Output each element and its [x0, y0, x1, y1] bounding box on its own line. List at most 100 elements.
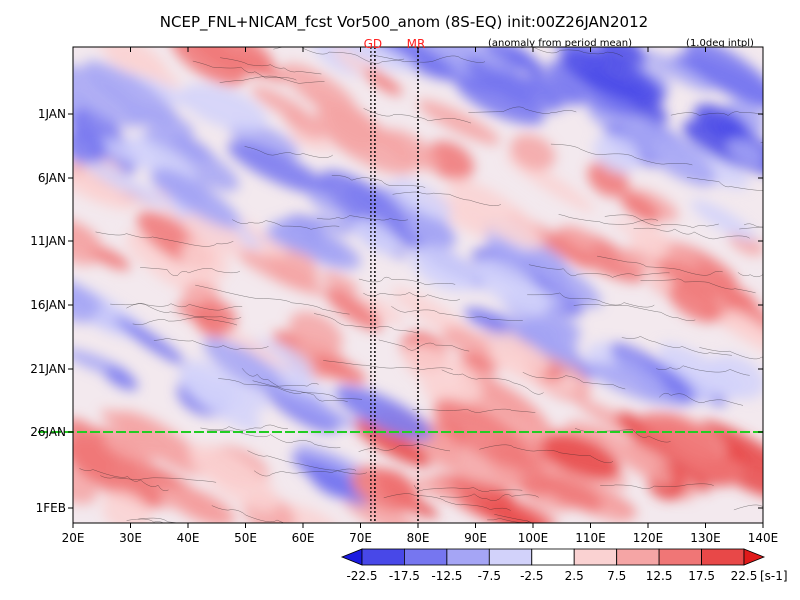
x-tick-label: 70E [349, 531, 372, 545]
colorbar-level-label: 12.5 [646, 569, 673, 583]
field-blob [653, 260, 757, 307]
field-blob [437, 445, 522, 490]
contour-line [558, 214, 659, 225]
colorbar-swatch [446, 548, 490, 566]
field-blob [170, 47, 246, 86]
contour-line [331, 175, 426, 188]
contour-line [126, 518, 165, 523]
field-blob [73, 290, 96, 324]
field-blob [335, 47, 416, 72]
contour-line [252, 380, 348, 402]
contour-line [527, 292, 655, 308]
y-tick-label: 1FEB [36, 501, 66, 515]
contour-line [737, 272, 763, 278]
contour-line [200, 424, 288, 431]
contour-line [468, 106, 577, 114]
field-blob [143, 129, 240, 192]
chart-subtitle-right: (1.0deg intpl) [686, 38, 754, 49]
field-blob [281, 63, 357, 116]
field-blob [125, 136, 198, 183]
field-blob [83, 60, 179, 126]
contour-line [378, 339, 470, 352]
field-blob [364, 68, 403, 96]
contour-line [219, 75, 325, 84]
x-tick-label: 60E [292, 531, 315, 545]
colorbar-swatch [340, 548, 363, 566]
contour-line [100, 475, 217, 483]
contour-line [153, 338, 269, 350]
field-blob [180, 83, 268, 132]
field-blob [104, 367, 139, 391]
field-blob [367, 47, 455, 80]
field-blob [487, 70, 564, 112]
field-blob [391, 178, 452, 220]
field-blob [448, 47, 518, 73]
colorbar-swatch [488, 548, 533, 566]
field-blob [313, 355, 367, 385]
y-tick-label: 21JAN [30, 362, 66, 376]
contour-line [218, 378, 363, 400]
field-blob [586, 425, 674, 485]
contour-line [604, 214, 719, 229]
colorbar-level-label: -2.5 [520, 569, 543, 583]
field-blob [73, 127, 107, 166]
field-blob [483, 47, 540, 73]
field-blob [455, 358, 488, 380]
field-blob [152, 167, 241, 229]
colorbar-swatch [616, 548, 660, 566]
contour-line [370, 54, 486, 63]
field-blob [180, 360, 240, 408]
marker-label-mr: MR [407, 37, 426, 51]
field-blob [466, 267, 565, 307]
x-axis: 20E 30E 40E 50E 60E 70E 80E 90E 100E 110E 120E 130E… [62, 47, 778, 545]
field-blob [102, 433, 157, 463]
field-blob [639, 412, 722, 463]
contour-line [391, 306, 523, 321]
colorbar-swatch [573, 548, 618, 566]
field-blob [227, 141, 329, 195]
field-blob [194, 299, 237, 339]
colorbar-level-label: 17.5 [688, 569, 715, 583]
field-blob [509, 500, 558, 523]
field-blob [611, 352, 665, 389]
colorbar-level-label: -7.5 [478, 569, 501, 583]
field-blob [464, 307, 511, 333]
contour-line [363, 108, 472, 124]
contour-line [195, 284, 350, 315]
field-blob [643, 51, 713, 92]
contour-line [132, 317, 238, 326]
plot-area [38, 46, 764, 524]
field-blob [311, 214, 352, 236]
colorbar-level-label: 7.5 [607, 569, 626, 583]
contour-line [323, 360, 453, 371]
field-blob [417, 99, 501, 145]
x-tick-label: 90E [464, 531, 487, 545]
y-tick-label: 1JAN [38, 107, 66, 121]
contour-line [670, 111, 763, 116]
contour-line [573, 304, 696, 322]
contour-line [253, 468, 357, 477]
contour-line [699, 347, 763, 360]
contour-line [600, 483, 714, 489]
colorbar-level-label: 2.5 [565, 569, 584, 583]
contour-line [192, 60, 297, 81]
field-blob [264, 230, 331, 259]
field-blob [402, 344, 483, 402]
chart-title: NCEP_FNL+NICAM_fcst Vor500_anom (8S-EQ) … [160, 13, 648, 32]
x-tick-label: 50E [234, 531, 257, 545]
field-blob [456, 77, 545, 125]
contour-line [358, 443, 451, 452]
colorbar-level-label: -22.5 [346, 569, 377, 583]
field-blob [324, 287, 383, 331]
contour-line [138, 517, 255, 523]
field-blob [350, 466, 421, 513]
field-blob [166, 486, 236, 523]
plot-lines [38, 47, 763, 523]
contour-line [316, 215, 408, 221]
contour-line [686, 177, 763, 191]
contour-line [656, 365, 750, 376]
field-blob [308, 191, 344, 215]
field-blob [125, 230, 220, 299]
field-blob [510, 134, 556, 171]
contour-line [140, 267, 241, 276]
